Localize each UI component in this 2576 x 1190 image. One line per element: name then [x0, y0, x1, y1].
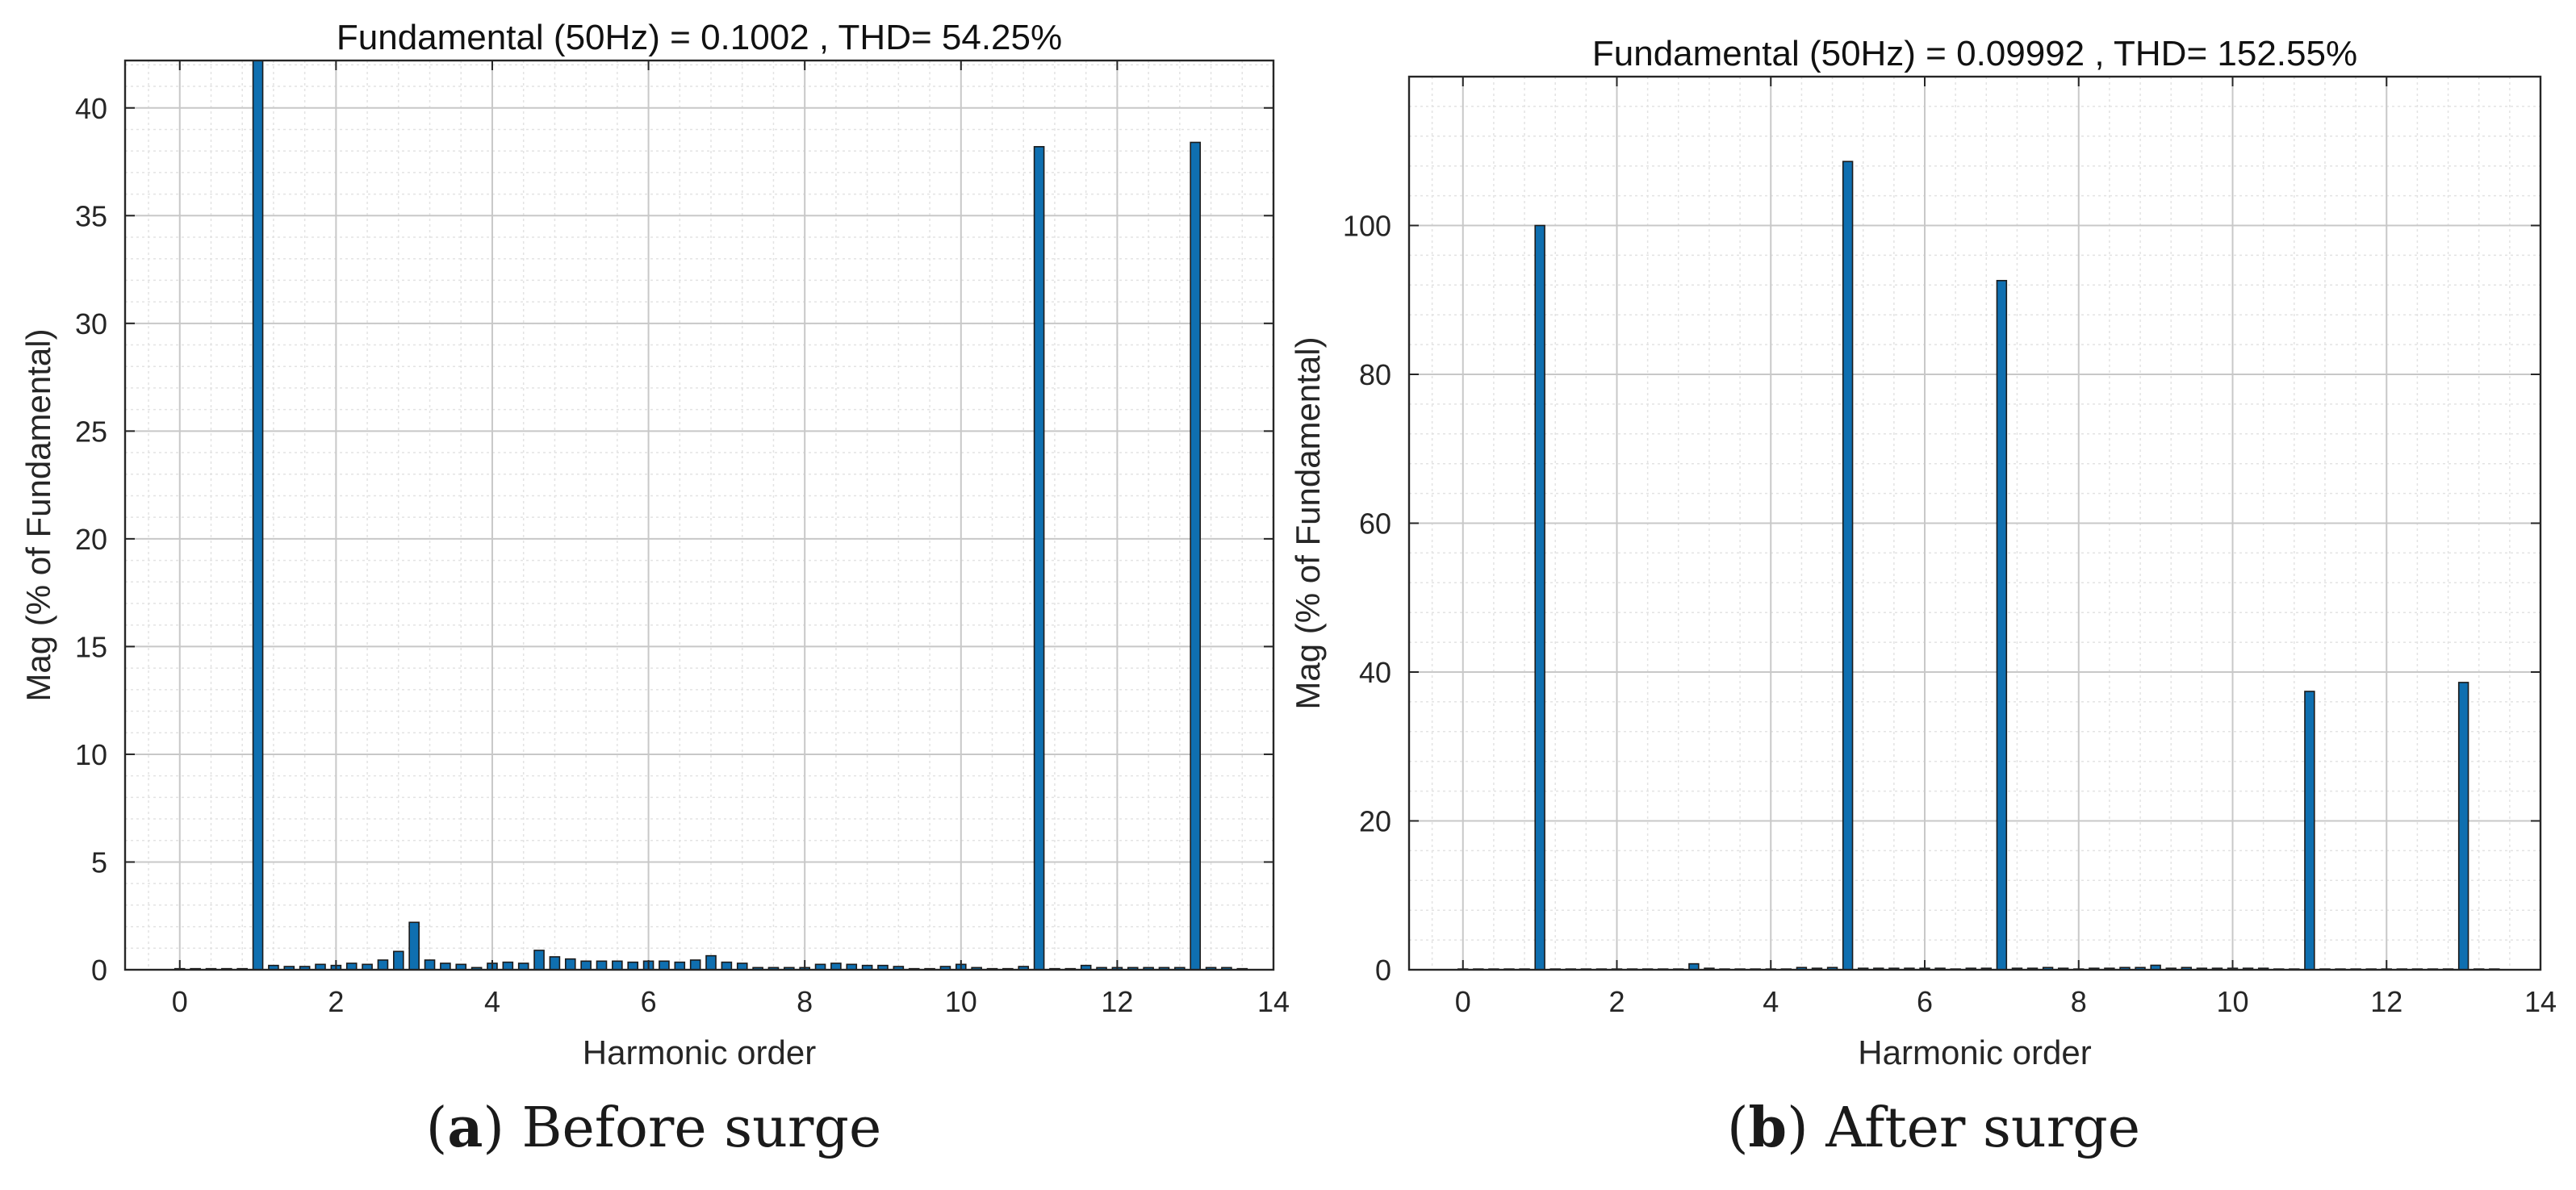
y-tick-label: 80	[1359, 358, 1391, 391]
y-tick-label: 25	[75, 415, 107, 448]
y-tick-label: 5	[91, 846, 107, 879]
bar	[1534, 224, 1545, 971]
x-tick-label: 8	[2071, 985, 2087, 1018]
y-tick-label: 0	[91, 954, 107, 987]
bar	[408, 921, 420, 971]
bar	[502, 961, 514, 971]
bar	[612, 960, 623, 971]
y-tick-label: 15	[75, 630, 107, 663]
x-tick-label: 6	[1917, 985, 1933, 1018]
x-tick-label: 10	[945, 985, 977, 1018]
bar	[2457, 682, 2469, 971]
bar	[736, 962, 748, 971]
bar	[549, 956, 561, 971]
x-tick-label: 8	[797, 985, 813, 1018]
bar	[1033, 146, 1045, 971]
bar	[345, 962, 358, 971]
x-axis-label: Harmonic order	[583, 1033, 816, 1071]
y-tick-label: 30	[75, 307, 107, 340]
bar	[564, 958, 576, 971]
y-tick-label: 40	[75, 92, 107, 125]
y-tick-label: 10	[75, 738, 107, 771]
y-tick-label: 0	[1375, 954, 1391, 987]
bar	[252, 60, 264, 971]
bar	[627, 961, 639, 971]
y-tick-label: 100	[1343, 210, 1391, 243]
x-tick-label: 2	[328, 985, 344, 1018]
bar	[674, 961, 686, 971]
chart-title: Fundamental (50Hz) = 0.09992 , THD= 152.…	[1592, 34, 2357, 73]
caption-a: (a) Before surge	[425, 1096, 882, 1160]
caption-b: (b) After surge	[1727, 1096, 2140, 1160]
caption-a-text: Before surge	[521, 1096, 882, 1160]
x-tick-label: 14	[2524, 985, 2557, 1018]
bar	[689, 959, 701, 971]
x-tick-label: 12	[1101, 985, 1133, 1018]
bar	[377, 959, 389, 971]
bar	[705, 954, 717, 971]
y-axis-label: Mag (% of Fundamental)	[19, 328, 57, 701]
y-axis-label: Mag (% of Fundamental)	[1289, 336, 1327, 709]
chart-panel-a: 0 2 4 6 8 10 12 14 0 5 10 15 20 25 30 35 40 Fundamental (…	[19, 18, 1290, 1071]
bar	[393, 950, 404, 971]
ticks: 0 2 4 6 8 10 12 14 0 20 40 60 80 100	[1343, 77, 2557, 1018]
x-tick-label: 6	[641, 985, 657, 1018]
x-tick-label: 14	[1257, 985, 1290, 1018]
bar	[1842, 161, 1854, 971]
x-tick-label: 4	[484, 985, 500, 1018]
x-tick-label: 12	[2370, 985, 2402, 1018]
x-tick-label: 0	[172, 985, 188, 1018]
y-tick-label: 20	[1359, 805, 1391, 838]
bar	[533, 950, 545, 971]
chart-title: Fundamental (50Hz) = 0.1002 , THD= 54.25…	[337, 18, 1062, 57]
axes-box	[123, 59, 1275, 971]
caption-b-letter: b	[1748, 1096, 1788, 1160]
y-tick-label: 20	[75, 523, 107, 556]
x-axis-label: Harmonic order	[1858, 1033, 2091, 1071]
bar	[424, 959, 436, 971]
bar	[517, 962, 529, 971]
bar	[440, 962, 451, 971]
bar	[2304, 691, 2315, 971]
bar	[721, 961, 733, 971]
plot-area	[125, 61, 1273, 970]
ticks: 0 2 4 6 8 10 12 14 0 5 10 15 20 25 30 35 40	[75, 61, 1290, 1018]
bar	[1996, 279, 2008, 971]
caption-b-text: After surge	[1825, 1096, 2140, 1160]
y-tick-label: 60	[1359, 507, 1391, 541]
bar	[1190, 141, 1201, 971]
bar	[659, 960, 670, 971]
x-tick-label: 4	[1763, 985, 1779, 1018]
x-tick-label: 10	[2216, 985, 2248, 1018]
y-tick-label: 35	[75, 199, 107, 232]
bar	[596, 960, 608, 971]
caption-a-letter: a	[447, 1096, 483, 1160]
y-tick-label: 40	[1359, 656, 1391, 689]
x-tick-label: 2	[1608, 985, 1625, 1018]
chart-panel-b: 0 2 4 6 8 10 12 14 0 20 40 60 80 100 Fundamental (50Hz…	[1289, 34, 2557, 1071]
x-tick-label: 0	[1455, 985, 1471, 1018]
bar	[830, 962, 842, 971]
bar	[580, 960, 592, 971]
